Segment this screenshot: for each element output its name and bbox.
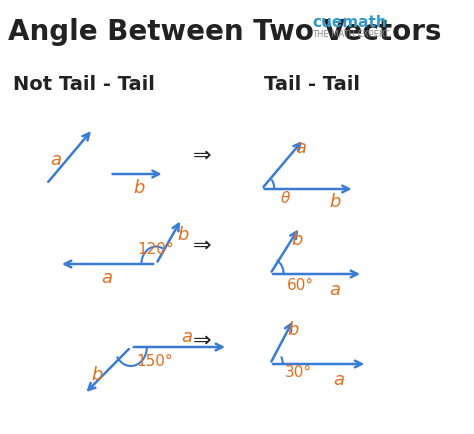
Text: a: a xyxy=(333,370,345,388)
Text: b: b xyxy=(287,320,298,338)
Text: a: a xyxy=(329,280,340,298)
Text: cuemath: cuemath xyxy=(312,15,387,30)
Text: THE MATH EXPERT: THE MATH EXPERT xyxy=(312,30,390,39)
Text: a: a xyxy=(51,151,62,169)
Text: Angle Between Two Vectors: Angle Between Two Vectors xyxy=(9,18,442,46)
Text: a: a xyxy=(182,327,192,345)
Text: a: a xyxy=(295,139,306,157)
Text: $\Rightarrow$: $\Rightarrow$ xyxy=(188,329,212,349)
Text: b: b xyxy=(329,193,341,210)
Text: b: b xyxy=(291,230,302,248)
Text: b: b xyxy=(91,365,102,383)
Text: Tail - Tail: Tail - Tail xyxy=(264,75,360,94)
Text: $\theta$: $\theta$ xyxy=(280,190,292,206)
Text: 30°: 30° xyxy=(285,365,312,380)
Text: $\Rightarrow$: $\Rightarrow$ xyxy=(188,234,212,254)
Text: a: a xyxy=(101,268,112,286)
Text: b: b xyxy=(177,226,189,243)
Text: b: b xyxy=(133,178,145,197)
Text: 120°: 120° xyxy=(137,242,174,257)
Text: $\Rightarrow$: $\Rightarrow$ xyxy=(188,145,212,164)
Text: 60°: 60° xyxy=(287,277,314,292)
Text: 150°: 150° xyxy=(137,354,173,368)
Text: Not Tail - Tail: Not Tail - Tail xyxy=(13,75,155,94)
